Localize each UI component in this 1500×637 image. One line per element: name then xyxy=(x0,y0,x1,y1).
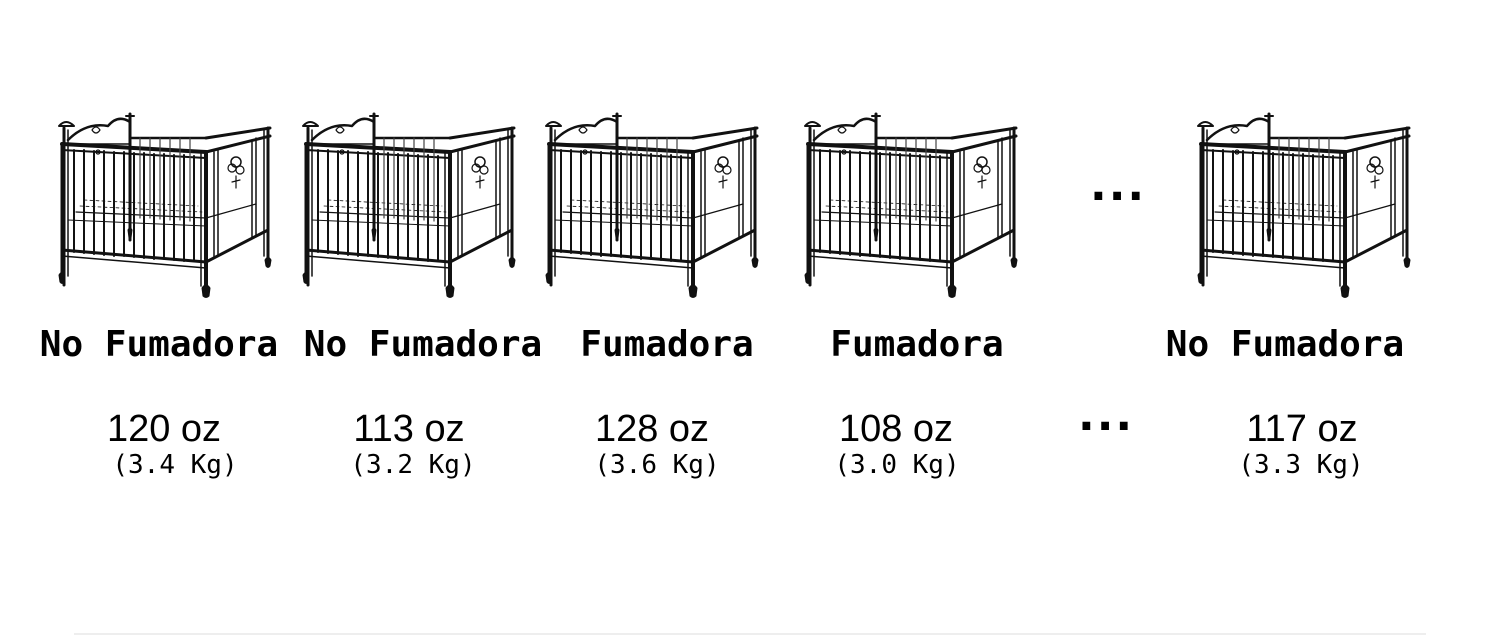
item-label: No Fumadora xyxy=(303,324,543,365)
weight-kg: (3.3 Kg) xyxy=(1238,450,1364,480)
weight-kg: (3.6 Kg) xyxy=(594,450,720,480)
divider xyxy=(74,633,1426,635)
weight-oz: 128 oz xyxy=(594,408,710,450)
item-label: Fumadora xyxy=(830,324,1004,365)
weight-oz: 108 oz xyxy=(838,408,954,450)
item-label: No Fumadora xyxy=(39,324,279,365)
weight-oz: 113 oz xyxy=(353,408,465,450)
weight-oz: 117 oz xyxy=(1246,408,1358,450)
weight-oz: 120 oz xyxy=(106,408,222,450)
weight-kg: (3.0 Kg) xyxy=(834,450,960,480)
weight-kg: (3.4 Kg) xyxy=(112,450,238,480)
ellipsis-upper: ... xyxy=(1090,160,1147,211)
item-label: No Fumadora xyxy=(1165,324,1405,365)
crib-icon xyxy=(300,100,522,300)
crib-icon xyxy=(1195,100,1417,300)
weight-kg: (3.2 Kg) xyxy=(350,450,476,480)
crib-icon xyxy=(543,100,765,300)
crib-icon xyxy=(802,100,1024,300)
item-label: Fumadora xyxy=(580,324,754,365)
ellipsis-lower: ... xyxy=(1078,390,1135,441)
crib-icon xyxy=(56,100,278,300)
